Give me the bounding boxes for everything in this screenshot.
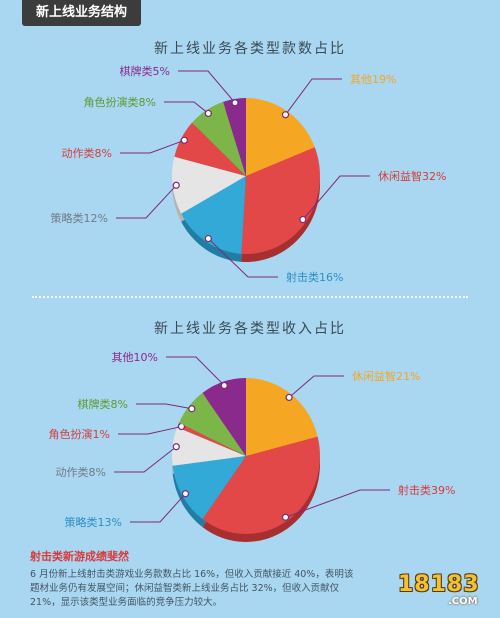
- leader-dot: [172, 443, 180, 451]
- pie-slice: [202, 436, 320, 534]
- slice-label: 角色扮演1%: [49, 427, 110, 441]
- pie-slice: [177, 422, 246, 456]
- pie-slice: [172, 456, 246, 520]
- slice-label: 策略类12%: [51, 211, 108, 225]
- site-logo-sub-text: .COM: [448, 596, 478, 607]
- analysis-note-title: 射击类新游成绩斐然: [30, 550, 129, 563]
- slice-label: 动作类8%: [62, 146, 112, 160]
- pie-slice: [202, 378, 246, 456]
- slice-label: 策略类13%: [65, 515, 122, 529]
- slice-label: 棋牌类5%: [120, 64, 170, 78]
- pie-slice: [179, 392, 246, 456]
- leader-dot: [204, 109, 212, 118]
- leader-line: [136, 403, 192, 410]
- leader-dot: [204, 234, 212, 243]
- pie-slice: [241, 147, 320, 254]
- section-divider: [32, 296, 468, 298]
- section-header-tab: 新上线业务结构: [22, 0, 142, 26]
- leader-dot: [180, 136, 188, 144]
- leader-line: [118, 426, 182, 435]
- leader-line: [302, 175, 370, 220]
- leader-line: [166, 356, 225, 386]
- leader-line: [114, 446, 177, 473]
- leader-dot: [285, 393, 293, 402]
- pie-slice: [246, 98, 315, 176]
- analysis-note: 射击类新游成绩斐然 6 月份新上线射击类游戏业务款数占比 16%，但收入贡献接近…: [30, 548, 360, 610]
- leader-line: [178, 70, 236, 104]
- slice-label: 其他19%: [350, 73, 396, 86]
- leader-line: [130, 493, 186, 523]
- slice-label: 休闲益智32%: [378, 169, 446, 183]
- slice-label: 射击类39%: [398, 483, 455, 497]
- leader-line: [285, 78, 342, 116]
- slice-label: 角色扮演类8%: [84, 95, 156, 109]
- leader-line: [116, 184, 177, 219]
- pie-slice: [181, 176, 246, 254]
- leader-dot: [299, 215, 307, 224]
- pie-slice: [223, 98, 246, 176]
- pie-slice: [172, 156, 246, 214]
- chart-2-title: 新上线业务各类型收入占比: [154, 321, 346, 337]
- chart-1-title: 新上线业务各类型款数占比: [154, 41, 346, 57]
- pie-slice: [192, 101, 246, 176]
- leader-line: [120, 139, 185, 154]
- pie-slice: [172, 427, 246, 466]
- pie-slice: [174, 122, 246, 176]
- site-logo: 18183 .COM: [398, 572, 494, 612]
- slice-label: 棋牌类8%: [78, 397, 128, 411]
- slice-label: 动作类8%: [56, 465, 106, 479]
- pie-slice: [246, 378, 318, 456]
- site-logo-main-text: 18183: [398, 572, 480, 597]
- leader-line: [164, 101, 209, 114]
- leader-line: [285, 489, 390, 518]
- leader-dot: [231, 99, 239, 107]
- slice-label: 射击类16%: [286, 270, 343, 284]
- slice-label: 休闲益智21%: [352, 369, 420, 383]
- leader-dot: [188, 405, 196, 413]
- leader-line: [207, 238, 278, 278]
- leader-dot: [220, 381, 228, 390]
- leader-dot: [172, 181, 180, 189]
- leader-dot: [281, 111, 290, 119]
- analysis-note-body: 6 月份新上线射击类游戏业务款数占比 16%，但收入贡献接近 40%，表明该题材…: [30, 569, 354, 608]
- leader-line: [288, 375, 344, 398]
- slice-label: 其他10%: [112, 351, 158, 364]
- leader-dot: [281, 513, 290, 521]
- leader-dot: [181, 490, 190, 498]
